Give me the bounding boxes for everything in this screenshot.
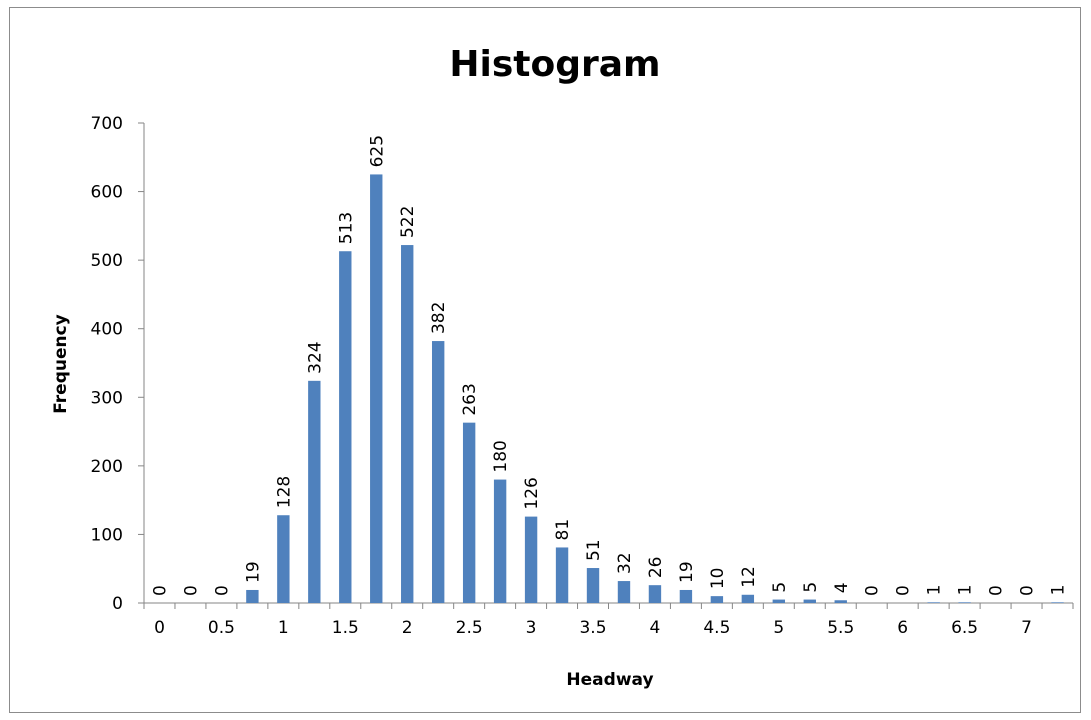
x-tick-label: 6.5 bbox=[951, 618, 978, 638]
histogram-bar bbox=[772, 599, 786, 603]
data-label: 0 bbox=[1018, 585, 1038, 596]
y-tick-label: 300 bbox=[91, 388, 123, 408]
data-label: 128 bbox=[274, 476, 294, 508]
data-label: 32 bbox=[615, 552, 635, 574]
x-tick-label: 6 bbox=[897, 618, 908, 638]
histogram-bar bbox=[648, 585, 662, 603]
x-tick-label: 3 bbox=[526, 618, 537, 638]
data-label: 5 bbox=[801, 582, 821, 593]
data-label: 180 bbox=[491, 440, 511, 472]
data-label: 51 bbox=[584, 539, 604, 561]
histogram-bar bbox=[493, 479, 507, 603]
x-tick-label: 1.5 bbox=[332, 618, 359, 638]
y-tick-label: 100 bbox=[91, 525, 123, 545]
histogram-bar bbox=[586, 568, 600, 603]
data-label: 513 bbox=[336, 212, 356, 244]
data-label: 5 bbox=[770, 582, 790, 593]
x-tick-label: 4 bbox=[650, 618, 661, 638]
data-label: 4 bbox=[832, 582, 852, 593]
data-label: 0 bbox=[150, 585, 170, 596]
data-label: 522 bbox=[398, 206, 418, 238]
histogram-bar bbox=[277, 515, 290, 603]
y-tick-label: 200 bbox=[91, 457, 123, 477]
y-tick-label: 400 bbox=[91, 320, 123, 340]
chart-title: Histogram bbox=[449, 44, 660, 85]
data-label: 1 bbox=[956, 584, 976, 595]
histogram-bar bbox=[927, 602, 940, 603]
histogram-bar bbox=[339, 251, 352, 603]
y-tick-label: 0 bbox=[112, 594, 123, 614]
histogram-bar bbox=[462, 422, 476, 603]
data-label: 12 bbox=[739, 566, 759, 588]
y-tick-label: 700 bbox=[91, 114, 123, 134]
histogram-bar bbox=[401, 245, 414, 604]
data-label: 324 bbox=[305, 341, 325, 373]
x-tick-label: 0.5 bbox=[208, 618, 235, 638]
data-label: 263 bbox=[460, 383, 480, 415]
histogram-bar bbox=[246, 589, 259, 603]
x-axis-title: Headway bbox=[566, 670, 653, 690]
histogram-bar bbox=[524, 516, 538, 603]
x-tick-label: 2 bbox=[402, 618, 413, 638]
data-label: 0 bbox=[212, 585, 232, 596]
histogram-bar bbox=[431, 341, 445, 603]
histogram-bar bbox=[370, 174, 383, 603]
histogram-bar bbox=[958, 602, 971, 603]
x-tick-label: 3.5 bbox=[579, 618, 606, 638]
data-label: 1 bbox=[1049, 584, 1069, 595]
data-label: 26 bbox=[646, 557, 666, 579]
x-tick-label: 7 bbox=[1021, 618, 1032, 638]
histogram-bar bbox=[741, 594, 755, 603]
x-tick-label: 4.5 bbox=[703, 618, 730, 638]
data-label: 126 bbox=[522, 477, 542, 509]
x-tick-label: 1 bbox=[278, 618, 289, 638]
histogram-bar bbox=[679, 589, 693, 603]
data-label: 625 bbox=[367, 135, 387, 167]
histogram-bar bbox=[710, 596, 724, 603]
chart-frame bbox=[9, 7, 1081, 713]
data-label: 10 bbox=[708, 568, 728, 590]
data-label: 0 bbox=[987, 585, 1007, 596]
y-tick-label: 600 bbox=[91, 183, 123, 203]
histogram-bar bbox=[834, 600, 847, 603]
data-label: 19 bbox=[677, 561, 697, 583]
data-label: 0 bbox=[181, 585, 201, 596]
data-label: 1 bbox=[925, 584, 945, 595]
histogram-bar bbox=[803, 599, 816, 603]
histogram-bar bbox=[617, 581, 631, 603]
data-label: 81 bbox=[553, 519, 573, 541]
y-tick-label: 500 bbox=[91, 251, 123, 271]
x-tick-label: 5.5 bbox=[827, 618, 854, 638]
data-label: 0 bbox=[894, 585, 914, 596]
x-tick-label: 0 bbox=[154, 618, 165, 638]
y-axis-title: Frequency bbox=[51, 314, 71, 414]
histogram-bar bbox=[555, 547, 569, 603]
data-label: 0 bbox=[863, 585, 883, 596]
data-label: 19 bbox=[243, 561, 263, 583]
x-tick-label: 5 bbox=[773, 618, 784, 638]
data-label: 382 bbox=[429, 302, 449, 334]
histogram-bar bbox=[308, 380, 321, 603]
x-tick-label: 2.5 bbox=[456, 618, 483, 638]
histogram-bar bbox=[1051, 602, 1064, 603]
